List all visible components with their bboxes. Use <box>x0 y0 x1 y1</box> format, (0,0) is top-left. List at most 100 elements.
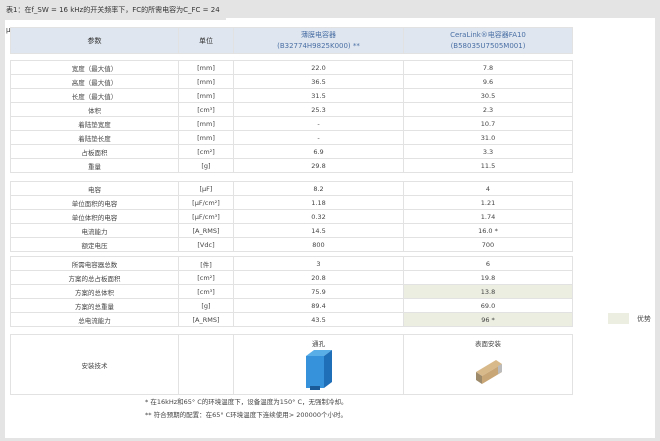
cera-part: (B58035U7505M001) <box>450 41 526 50</box>
table-row: 宽度（最大值） [mm] 22.0 7.8 <box>10 60 573 75</box>
cell-film: 3 <box>233 256 404 271</box>
table-row: 电容 [μF] 8.2 4 <box>10 181 573 196</box>
cell-film: 29.8 <box>233 158 404 173</box>
cell-cera: 30.5 <box>403 88 573 103</box>
cell-cera: 4 <box>403 181 573 196</box>
table-row: 总电流能力 [A_RMS] 43.5 96 * <box>10 312 573 327</box>
cell-film: 36.5 <box>233 74 404 89</box>
header-row: 参数 单位 薄膜电容器 (B32774H9825K000) ** CeraLink… <box>10 27 573 54</box>
cell-cera: 1.74 <box>403 209 573 224</box>
table-row: 方案的总重量 [g] 89.4 69.0 <box>10 298 573 313</box>
table-row: 占板面积 [cm²] 6.9 3.3 <box>10 144 573 159</box>
cell-unit: [mm] <box>178 60 234 75</box>
cell-film: - <box>233 116 404 131</box>
table-row: 方案的总占板面积 [cm²] 20.8 19.8 <box>10 270 573 285</box>
cell-cera: 7.8 <box>403 60 573 75</box>
table-caption: 表1：在f_SW = 16 kHz的开关频率下，FC的所需电容为C_FC = 2… <box>0 0 226 34</box>
table-row: 所需电容器总数 [件] 3 6 <box>10 256 573 271</box>
table-row: 高度（最大值） [mm] 36.5 9.6 <box>10 74 573 89</box>
cell-param: 单位面积的电容 <box>10 195 179 210</box>
footnote-2: ** 符合预期的配置：在65° C环境温度下连续使用> 200000个小时。 <box>145 411 348 419</box>
cell-param: 额定电压 <box>10 237 179 252</box>
cell-param: 高度（最大值） <box>10 74 179 89</box>
electrical-table: 电容 [μF] 8.2 4 单位面积的电容 [μF/cm²] 1.18 1.21 单位体积的电容… <box>10 181 573 252</box>
cell-unit: [Vdc] <box>178 237 234 252</box>
cell-unit: [cm³] <box>178 102 234 117</box>
cell-param: 体积 <box>10 102 179 117</box>
cell-param: 重量 <box>10 158 179 173</box>
cell-unit: [A_RMS] <box>178 223 234 238</box>
cell-film: 20.8 <box>233 270 404 285</box>
cell-cera: 96 * <box>403 312 573 327</box>
cell-unit: [μF/cm³] <box>178 209 234 224</box>
dimensions-table: 宽度（最大值） [mm] 22.0 7.8 高度（最大值） [mm] 36.5 9.6 长度（最… <box>10 60 573 173</box>
cell-film: 43.5 <box>233 312 404 327</box>
table-row: 额定电压 [Vdc] 800 700 <box>10 237 573 252</box>
header-film: 薄膜电容器 (B32774H9825K000) ** <box>233 27 404 54</box>
table-row: 体积 [cm³] 25.3 2.3 <box>10 102 573 117</box>
cell-film: 0.32 <box>233 209 404 224</box>
install-cera: 表面安装 <box>403 334 573 395</box>
header-param: 参数 <box>10 27 179 54</box>
cera-title: CeraLink®电容器FA10 <box>450 30 526 39</box>
cell-unit: [μF/cm²] <box>178 195 234 210</box>
cell-film: 6.9 <box>233 144 404 159</box>
install-unit <box>178 334 234 395</box>
table-row: 着陆垫长度 [mm] -31.0 <box>10 130 573 145</box>
film-mount-label: 通孔 <box>312 340 325 348</box>
cell-param: 电流能力 <box>10 223 179 238</box>
header-cera: CeraLink®电容器FA10 (B58035U7505M001) <box>403 27 573 54</box>
cell-cera: 16.0 * <box>403 223 573 238</box>
table-row: 方案的总体积 [cm³] 75.9 13.8 <box>10 284 573 299</box>
cell-param: 占板面积 <box>10 144 179 159</box>
table-row: 重量 [g] 29.8 11.5 <box>10 158 573 173</box>
cell-param: 方案的总体积 <box>10 284 179 299</box>
cell-cera: 2.3 <box>403 102 573 117</box>
cell-param: 着陆垫长度 <box>10 130 179 145</box>
cell-film: 89.4 <box>233 298 404 313</box>
cell-cera: 11.5 <box>403 158 573 173</box>
cell-unit: [A_RMS] <box>178 312 234 327</box>
cell-cera: 19.8 <box>403 270 573 285</box>
cell-unit: [件] <box>178 256 234 271</box>
cell-param: 方案的总重量 <box>10 298 179 313</box>
cell-cera: 69.0 <box>403 298 573 313</box>
film-capacitor-icon <box>305 350 332 390</box>
cell-cera: 10.7 <box>403 116 573 131</box>
cell-film: 1.18 <box>233 195 404 210</box>
cell-film: 31.5 <box>233 88 404 103</box>
table-row: 单位体积的电容 [μF/cm³] 0.32 1.74 <box>10 209 573 224</box>
cell-film: 25.3 <box>233 102 404 117</box>
cell-param: 电容 <box>10 181 179 196</box>
cell-param: 宽度（最大值） <box>10 60 179 75</box>
cell-unit: [mm] <box>178 116 234 131</box>
cell-unit: [μF] <box>178 181 234 196</box>
cell-param: 长度（最大值） <box>10 88 179 103</box>
cell-cera: 1.21 <box>403 195 573 210</box>
ceralink-capacitor-icon <box>476 360 502 384</box>
table-row: 着陆垫宽度 [mm] -10.7 <box>10 116 573 131</box>
cell-unit: [cm²] <box>178 270 234 285</box>
table-row: 电流能力 [A_RMS] 14.5 16.0 * <box>10 223 573 238</box>
install-row: 安装技术 通孔 表面安装 <box>10 334 573 395</box>
cell-unit: [mm] <box>178 74 234 89</box>
cell-param: 所需电容器总数 <box>10 256 179 271</box>
advantage-legend-label: 优势 <box>637 315 651 323</box>
cell-cera: 13.8 <box>403 284 573 299</box>
cell-cera: 700 <box>403 237 573 252</box>
cell-param: 方案的总占板面积 <box>10 270 179 285</box>
header-table: 参数 单位 薄膜电容器 (B32774H9825K000) ** CeraLink… <box>10 27 573 54</box>
cell-cera: 9.6 <box>403 74 573 89</box>
header-unit: 单位 <box>178 27 234 54</box>
footnotes: * 在16kHz和65° C的环境温度下，设备温度为150° C，无强制冷却。 … <box>145 396 348 422</box>
cell-cera: 31.0 <box>403 130 573 145</box>
cell-unit: [mm] <box>178 130 234 145</box>
cell-cera: 3.3 <box>403 144 573 159</box>
table-row: 单位面积的电容 [μF/cm²] 1.18 1.21 <box>10 195 573 210</box>
cell-film: 8.2 <box>233 181 404 196</box>
cell-film: 75.9 <box>233 284 404 299</box>
cell-film: - <box>233 130 404 145</box>
cell-cera: 6 <box>403 256 573 271</box>
cera-mount-label: 表面安装 <box>475 340 501 348</box>
solution-table: 所需电容器总数 [件] 3 6 方案的总占板面积 [cm²] 20.8 19.8 方案的总体积[… <box>10 256 573 327</box>
